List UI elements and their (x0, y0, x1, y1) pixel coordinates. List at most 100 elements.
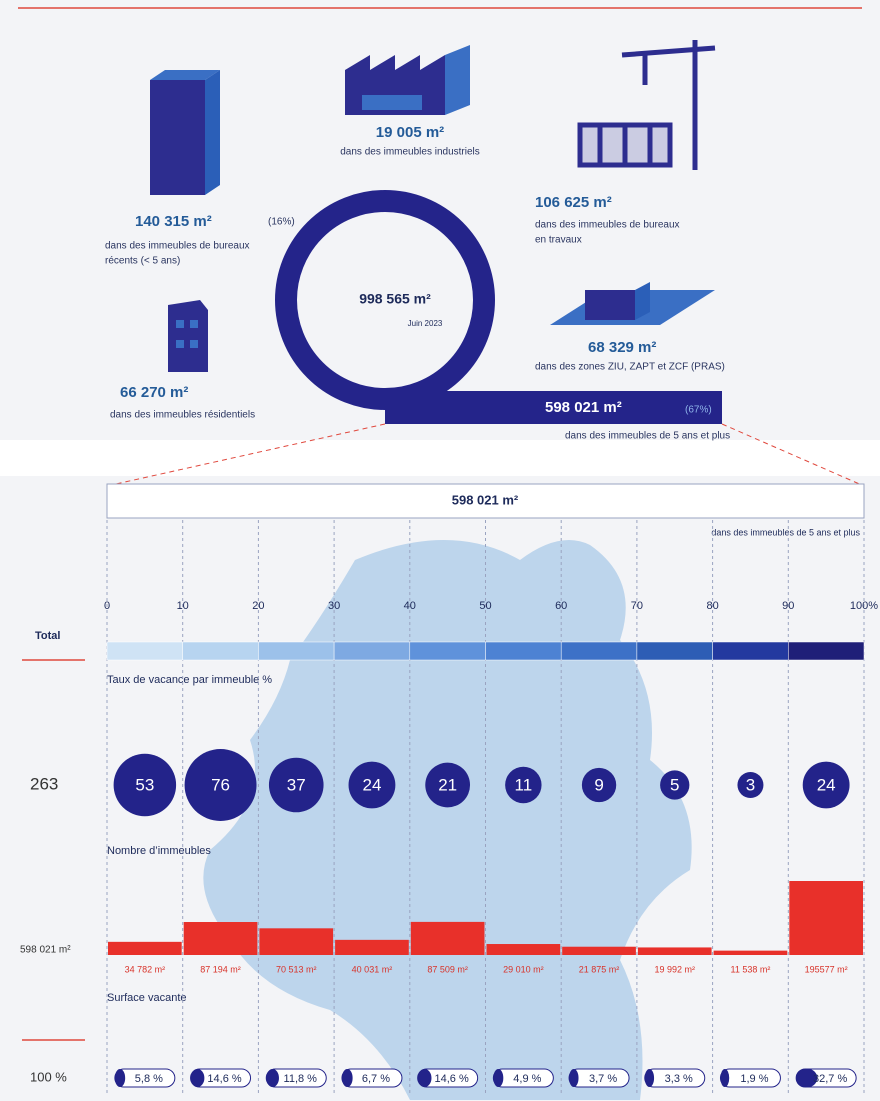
scale-segment (788, 641, 865, 661)
surface-total: 598 021 m² (20, 945, 71, 956)
bar (108, 941, 182, 955)
bar (335, 939, 409, 955)
residential-icon (168, 300, 208, 372)
bar-label: 19 992 m² (654, 964, 695, 974)
zones-value: 68 329 m² (588, 339, 656, 356)
item-label: dans des immeubles industriels (340, 147, 480, 158)
map-shape (203, 540, 692, 1100)
item-label: dans des immeubles résidentiels (110, 410, 255, 421)
bar-label: 87 194 m² (200, 964, 241, 974)
bubble (425, 762, 471, 808)
item-label: dans des zones ZIU, ZAPT et ZCF (PRAS) (535, 362, 725, 373)
scale-segment (182, 641, 259, 661)
recent-value: 140 315 m² (135, 213, 212, 230)
scale-segment (258, 641, 335, 661)
bubble-label: 37 (287, 775, 306, 794)
share-label: 32,7 % (813, 1073, 847, 1085)
bubble-label: 53 (135, 775, 154, 794)
share-label: 4,9 % (513, 1073, 541, 1085)
item-label: en travaux (535, 235, 582, 246)
bubble-label: 5 (670, 775, 679, 794)
bubble-label: 3 (746, 775, 755, 794)
share-fill (493, 1069, 504, 1087)
tick-label: 10 (177, 600, 189, 612)
scale-segment (560, 641, 638, 661)
share-fill (720, 1069, 730, 1087)
scale-segment (106, 641, 183, 661)
bar-label: 195577 m² (805, 964, 848, 974)
older-share: (67%) (685, 405, 712, 416)
share-fill (114, 1069, 126, 1087)
share-fill (266, 1069, 279, 1087)
bubble (184, 749, 257, 821)
bar (410, 921, 485, 955)
factory-icon (345, 45, 470, 115)
recent-share: (16%) (268, 217, 295, 228)
buildings-total: 263 (30, 774, 58, 793)
share-fill (796, 1069, 818, 1087)
office-icon (150, 70, 220, 195)
tick-label: 50 (479, 600, 491, 612)
bar (637, 947, 712, 955)
bubble (660, 770, 690, 800)
bar (183, 922, 258, 955)
industrial-value: 19 005 m² (376, 124, 444, 141)
bar (789, 881, 863, 955)
scale-segment (333, 641, 411, 661)
scale-segment (636, 641, 713, 661)
older-value: 598 021 m² (545, 399, 622, 416)
share-label: 14,6 % (435, 1073, 469, 1085)
share-fill (569, 1069, 579, 1087)
tick-label: 30 (328, 600, 340, 612)
bubble-label: 11 (515, 775, 533, 794)
tick-label: 40 (404, 600, 416, 612)
item-label: dans des immeubles de 5 ans et plus (565, 431, 730, 442)
total-value: 998 565 m² (359, 291, 431, 307)
tick-label: 60 (555, 600, 567, 612)
bubble (581, 767, 617, 803)
share-fill (341, 1069, 353, 1087)
item-label: dans des immeubles de bureaux (105, 241, 250, 252)
tick-label: 0 (104, 600, 110, 612)
bar (486, 944, 561, 955)
header-box (106, 483, 865, 519)
bar-label: 11 538 m² (731, 964, 771, 974)
scale-caption: Taux de vacance par immeuble % (107, 674, 272, 686)
share-label: 1,9 % (740, 1073, 768, 1085)
bar (259, 928, 334, 955)
bar (713, 950, 788, 955)
bar-label: 87 509 m² (427, 964, 468, 974)
bubble (268, 757, 324, 813)
share-label: 3,3 % (665, 1073, 693, 1085)
bubble-label: 21 (438, 775, 457, 794)
bar (562, 946, 636, 955)
total-date: Juin 2023 (408, 319, 443, 328)
works-value: 106 625 m² (535, 194, 612, 211)
zoom-line (106, 423, 386, 487)
residential-value: 66 270 m² (120, 384, 188, 401)
bar-label: 40 031 m² (352, 964, 393, 974)
header-label: dans des immeubles de 5 ans et plus (711, 527, 860, 537)
bubble (802, 761, 850, 809)
bar-label: 70 513 m² (276, 964, 317, 974)
bubble-label: 76 (211, 775, 230, 794)
bubble (737, 772, 764, 798)
bubble (505, 766, 542, 804)
share-fill (190, 1069, 205, 1087)
bubble-label: 24 (817, 775, 836, 794)
header-value: 598 021 m² (452, 492, 519, 507)
surface-caption: Surface vacante (107, 992, 187, 1004)
scale-segment (712, 641, 789, 661)
share-label: 14,6 % (207, 1073, 241, 1085)
share-label: 3,7 % (589, 1073, 617, 1085)
scale-segment (485, 641, 562, 661)
tick-label: 20 (252, 600, 264, 612)
share-label: 5,8 % (135, 1073, 163, 1085)
item-label: récents (< 5 ans) (105, 256, 180, 267)
older-bar (385, 391, 722, 424)
bar-label: 21 875 m² (579, 964, 620, 974)
tick-label: 70 (631, 600, 643, 612)
bar-label: 29 010 m² (503, 964, 544, 974)
zone-icon (550, 282, 715, 325)
